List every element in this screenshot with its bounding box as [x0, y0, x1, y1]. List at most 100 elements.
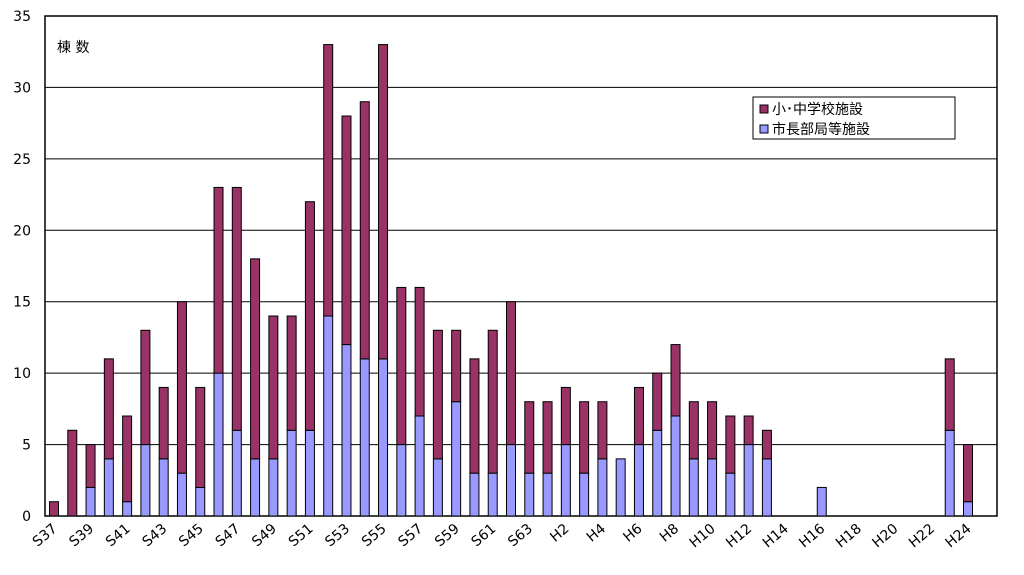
- bar-segment: [743, 415, 754, 446]
- x-tick-label: H16: [796, 521, 828, 552]
- bar-segment: [816, 486, 827, 517]
- bar-segment: [743, 444, 754, 517]
- y-tick-label: 10: [13, 366, 31, 382]
- legend-swatch: [759, 124, 769, 134]
- bar-segment: [487, 472, 498, 517]
- x-tick-label: H6: [620, 521, 645, 546]
- x-tick-label: S49: [249, 521, 280, 550]
- bar-segment: [359, 358, 370, 517]
- bar-segment: [688, 401, 699, 460]
- bar-segment: [469, 472, 480, 517]
- y-tick-label: 20: [13, 223, 31, 239]
- x-tick-label: S47: [213, 521, 244, 550]
- x-tick-label: S55: [359, 521, 390, 550]
- bar-segment: [506, 301, 516, 446]
- bar-segment: [396, 444, 407, 517]
- bar-segment: [103, 358, 114, 460]
- legend-swatch: [759, 104, 769, 114]
- x-tick-label: H4: [584, 521, 609, 546]
- bar-segment: [158, 386, 169, 460]
- bar-segment: [670, 415, 681, 517]
- x-tick-label: S39: [66, 521, 97, 550]
- x-tick-label: S45: [176, 521, 207, 550]
- bar-segment: [122, 415, 133, 503]
- bar-segment: [451, 401, 462, 517]
- bar-segment: [250, 458, 261, 517]
- bar-segment: [213, 186, 224, 374]
- legend-box: [752, 96, 956, 140]
- bar-segment: [670, 344, 681, 417]
- x-tick-label: S37: [30, 521, 61, 550]
- bar-segment: [195, 486, 206, 517]
- x-tick-label: H20: [869, 521, 901, 551]
- bar-segment: [524, 401, 535, 474]
- x-tick-label: H8: [657, 521, 682, 546]
- bar-segment: [633, 444, 644, 517]
- bar-segment: [725, 472, 736, 517]
- bar-segment: [213, 372, 224, 517]
- bar-segment: [304, 201, 315, 431]
- bar-segment: [323, 315, 334, 517]
- bar-segment: [268, 458, 279, 517]
- x-tick-label: H10: [687, 521, 719, 551]
- bar-segment: [103, 458, 114, 517]
- bar-segment: [542, 472, 553, 517]
- bar-segment: [341, 115, 352, 346]
- bar-segment: [963, 444, 973, 503]
- bar-segment: [597, 458, 608, 517]
- bar-segment: [85, 444, 96, 488]
- bar-segment: [158, 458, 169, 517]
- bar-segment: [652, 429, 663, 517]
- bar-segment: [67, 429, 78, 517]
- bar-segment: [231, 186, 242, 431]
- bar-segment: [359, 101, 370, 360]
- x-tick-label: S57: [395, 521, 426, 550]
- bar-segment: [707, 401, 718, 460]
- bar-segment: [506, 444, 516, 517]
- bar-segment: [414, 415, 425, 517]
- bar-segment: [963, 501, 973, 517]
- bar-segment: [432, 329, 443, 460]
- bar-segment: [49, 501, 59, 517]
- x-tick-label: S63: [505, 521, 536, 550]
- plot-border: [44, 15, 998, 517]
- bar-segment: [176, 472, 187, 517]
- x-tick-label: H12: [723, 521, 755, 551]
- bar-segment: [615, 458, 626, 517]
- x-tick-label: S51: [286, 521, 317, 550]
- bar-segment: [469, 358, 480, 474]
- y-tick-label: 25: [13, 152, 31, 168]
- y-axis-title: 棟 数: [57, 40, 89, 56]
- bar-segment: [378, 358, 389, 517]
- bar-segment: [286, 315, 297, 431]
- x-tick-label: S61: [469, 521, 500, 550]
- bar-segment: [487, 329, 498, 474]
- bar-segment: [323, 44, 334, 317]
- x-tick-label: H24: [943, 521, 975, 552]
- y-tick-label: 35: [13, 9, 31, 25]
- bar-segment: [579, 401, 590, 474]
- legend-label: 小･中学校施設: [772, 101, 863, 118]
- bar-segment: [195, 386, 206, 488]
- bar-segment: [451, 329, 462, 403]
- bar-segment: [688, 458, 699, 517]
- bar-segment: [268, 315, 279, 460]
- legend-label: 市長部局等施設: [772, 121, 870, 138]
- bar-segment: [579, 472, 590, 517]
- bar-segment: [396, 286, 407, 446]
- bar-segment: [944, 358, 955, 431]
- bar-segment: [286, 429, 297, 517]
- bar-segment: [378, 44, 389, 360]
- bar-segment: [524, 472, 535, 517]
- bar-segment: [652, 372, 663, 431]
- x-tick-label: S43: [140, 521, 171, 550]
- y-tick-label: 15: [13, 295, 31, 311]
- bar-segment: [85, 486, 96, 517]
- bar-segment: [542, 401, 553, 474]
- y-tick-label: 5: [22, 438, 31, 454]
- bar-segment: [304, 429, 315, 517]
- bar-segment: [761, 458, 772, 517]
- bar-segment: [341, 344, 352, 517]
- y-tick-label: 30: [13, 80, 31, 96]
